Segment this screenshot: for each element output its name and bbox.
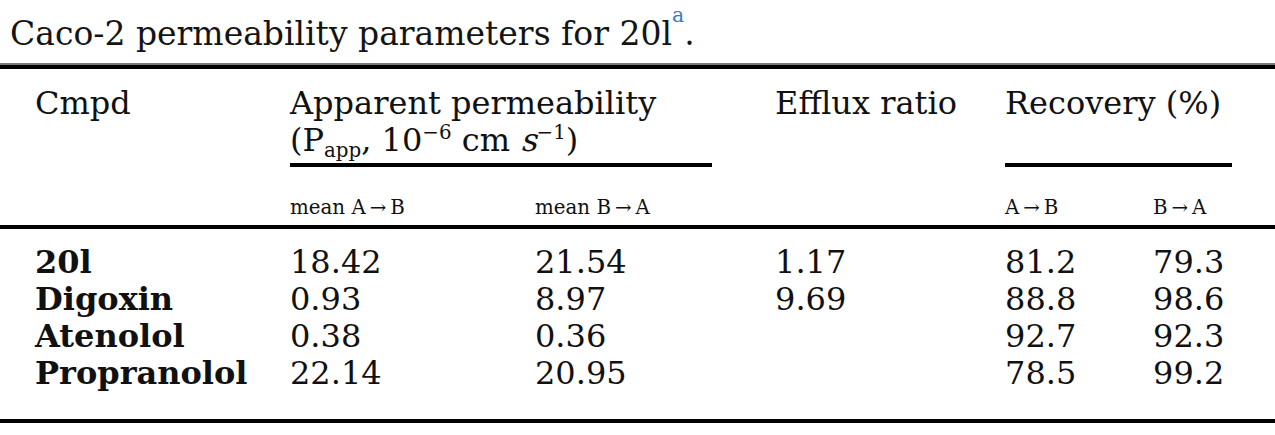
cell-efflux-ratio	[775, 318, 1005, 355]
cell-recovery-a-to-b: 88.8	[1005, 281, 1153, 318]
col-header-recovery: Recovery (%)	[1005, 67, 1275, 167]
header-row-groups: Cmpd Apparent permeability (Papp, 10−6 c…	[0, 67, 1275, 167]
cell-mean-b-to-a: 21.54	[535, 227, 775, 281]
cell-cmpd: Atenolol	[0, 318, 290, 355]
cell-mean-a-to-b: 0.38	[290, 318, 535, 355]
col-header-efflux-ratio: Efflux ratio	[775, 67, 1005, 227]
cell-mean-b-to-a: 8.97	[535, 281, 775, 318]
col-header-mean-b-to-a: mean B → A	[535, 173, 775, 233]
cell-recovery-a-to-b: 78.5	[1005, 355, 1153, 421]
recovery-label: Recovery (%)	[1005, 85, 1275, 122]
table-body: 20l 18.42 21.54 1.17 81.2 79.3 Digoxin 0…	[0, 227, 1275, 421]
cell-efflux-ratio	[775, 355, 1005, 421]
table-header: Cmpd Apparent permeability (Papp, 10−6 c…	[0, 67, 1275, 227]
cell-mean-a-to-b: 22.14	[290, 355, 535, 421]
apparent-permeability-label-line1: Apparent permeability	[290, 85, 775, 122]
table-row: Atenolol 0.38 0.36 92.7 92.3	[0, 318, 1275, 355]
cell-cmpd: Propranolol	[0, 355, 290, 421]
cell-efflux-ratio: 9.69	[775, 281, 1005, 318]
cell-recovery-b-to-a: 92.3	[1153, 318, 1275, 355]
col-header-mean-a-to-b: mean A → B	[290, 173, 535, 233]
table-caption: Caco-2 permeability parameters for 20la.	[0, 0, 1275, 63]
cell-recovery-b-to-a: 99.2	[1153, 355, 1275, 421]
caption-period: .	[684, 14, 695, 53]
cell-mean-b-to-a: 20.95	[535, 355, 775, 421]
cell-efflux-ratio: 1.17	[775, 227, 1005, 281]
col-header-cmpd: Cmpd	[0, 67, 290, 227]
cell-recovery-a-to-b: 81.2	[1005, 227, 1153, 281]
exponent-minus-6: −6	[422, 121, 451, 144]
apparent-permeability-label-line2: (Papp, 10−6 cm s−1)	[290, 122, 775, 163]
col-header-apparent-permeability: Apparent permeability (Papp, 10−6 cm s−1…	[290, 67, 775, 167]
table-caption-text: Caco-2 permeability parameters for 20l	[10, 14, 672, 53]
cell-recovery-a-to-b: 92.7	[1005, 318, 1153, 355]
col-header-recovery-a-to-b: A → B	[1005, 173, 1153, 233]
paper-table-figure: Caco-2 permeability parameters for 20la.…	[0, 0, 1275, 435]
cell-recovery-b-to-a: 79.3	[1153, 227, 1275, 281]
exponent-minus-1: −1	[537, 121, 566, 144]
table-row: Digoxin 0.93 8.97 9.69 88.8 98.6	[0, 281, 1275, 318]
col-header-recovery-b-to-a: B → A	[1153, 173, 1275, 233]
footnote-marker-link[interactable]: a	[672, 3, 684, 27]
cell-cmpd: 20l	[0, 227, 290, 281]
cell-cmpd: Digoxin	[0, 281, 290, 318]
cell-mean-b-to-a: 0.36	[535, 318, 775, 355]
cell-mean-a-to-b: 0.93	[290, 281, 535, 318]
cell-mean-a-to-b: 18.42	[290, 227, 535, 281]
cell-recovery-b-to-a: 98.6	[1153, 281, 1275, 318]
papp-subscript: app	[324, 139, 361, 162]
recovery-underline	[1005, 163, 1232, 167]
table-row: 20l 18.42 21.54 1.17 81.2 79.3	[0, 227, 1275, 281]
apparent-permeability-underline	[290, 163, 712, 167]
table-row: Propranolol 22.14 20.95 78.5 99.2	[0, 355, 1275, 421]
caco2-permeability-table: Cmpd Apparent permeability (Papp, 10−6 c…	[0, 65, 1275, 423]
